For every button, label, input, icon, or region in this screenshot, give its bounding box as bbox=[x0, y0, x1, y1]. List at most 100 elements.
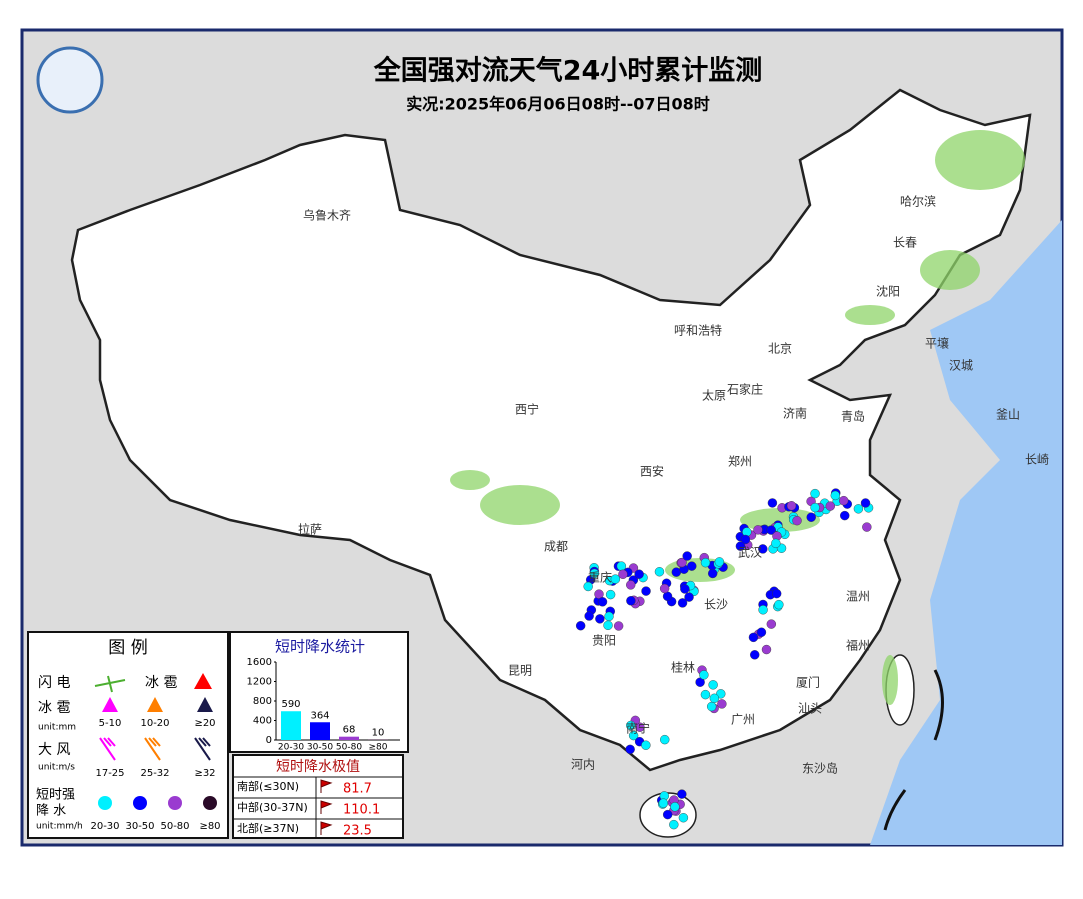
bar bbox=[281, 711, 301, 740]
rain-dot bbox=[771, 539, 780, 548]
rain-icon bbox=[203, 796, 217, 810]
rain-dot bbox=[670, 802, 679, 811]
rain-dot bbox=[642, 587, 651, 596]
rain-dot bbox=[679, 813, 688, 822]
place-label: 贵阳 bbox=[592, 634, 616, 648]
rain-dot bbox=[635, 570, 644, 579]
rain-dot bbox=[709, 680, 718, 689]
rain-icon bbox=[98, 796, 112, 810]
logo bbox=[38, 48, 102, 112]
rain-dot bbox=[660, 584, 669, 593]
value-label: 364 bbox=[310, 710, 329, 721]
place-label: 济南 bbox=[783, 406, 807, 421]
legend-text: 冰 雹 bbox=[38, 700, 70, 716]
rain-dot bbox=[677, 790, 686, 799]
place-label: 长崎 bbox=[1025, 453, 1049, 467]
bar bbox=[310, 722, 330, 740]
place-label: 温州 bbox=[846, 590, 870, 604]
lightning-area bbox=[920, 250, 980, 290]
legend-text: ≥32 bbox=[194, 768, 215, 779]
rain-dot bbox=[687, 562, 696, 571]
rain-dot bbox=[606, 590, 615, 599]
legend-text: 25-32 bbox=[140, 768, 169, 779]
place-label: 长春 bbox=[893, 236, 917, 250]
chart-title: 短时降水统计 bbox=[275, 638, 365, 656]
rain-dot bbox=[585, 612, 594, 621]
rain-dot bbox=[618, 570, 627, 579]
place-label: 河内 bbox=[571, 758, 595, 772]
rain-dot bbox=[683, 552, 692, 561]
subtitle: 实况:2025年06月06日08时--07日08时 bbox=[406, 95, 710, 114]
lightning-area bbox=[935, 130, 1025, 190]
place-label: 石家庄 bbox=[727, 382, 763, 397]
x-tick-label: 20-30 bbox=[278, 743, 304, 753]
place-label: 郑州 bbox=[728, 454, 752, 469]
rain-dot bbox=[840, 511, 849, 520]
rain-dot bbox=[787, 501, 796, 510]
lightning-area bbox=[882, 655, 898, 705]
rain-dot bbox=[715, 557, 724, 566]
rain-dot bbox=[685, 593, 694, 602]
x-tick-label: ≥80 bbox=[369, 743, 388, 753]
lightning-area bbox=[845, 305, 895, 325]
place-label: 福州 bbox=[846, 638, 870, 653]
place-label: 汉城 bbox=[949, 359, 973, 373]
place-label: 平壤 bbox=[925, 336, 949, 351]
place-label: 东沙岛 bbox=[802, 761, 838, 776]
legend-text: 50-80 bbox=[160, 821, 189, 832]
rain-dot bbox=[626, 596, 635, 605]
place-label: 沈阳 bbox=[876, 284, 900, 299]
place-label: 呼和浩特 bbox=[674, 323, 722, 338]
rain-dot bbox=[701, 690, 710, 699]
legend-text: 5-10 bbox=[99, 718, 122, 729]
place-label: 青岛 bbox=[841, 409, 865, 424]
legend-text: 30-50 bbox=[125, 821, 154, 832]
rain-dot bbox=[811, 503, 820, 512]
lightning-area bbox=[480, 485, 560, 525]
place-label: 武汉 bbox=[738, 546, 762, 560]
place-label: 拉萨 bbox=[298, 522, 322, 537]
rain-dot bbox=[707, 702, 716, 711]
y-tick-label: 800 bbox=[253, 696, 272, 707]
x-tick-label: 50-80 bbox=[336, 743, 362, 753]
y-tick-label: 1600 bbox=[247, 657, 272, 668]
rain-icon bbox=[168, 796, 182, 810]
rain-dot bbox=[861, 498, 870, 507]
region: 南部(≤30N) bbox=[237, 779, 299, 793]
rain-dot bbox=[807, 513, 816, 522]
rain-dot bbox=[626, 745, 635, 754]
place-label: 厦门 bbox=[796, 675, 820, 690]
rain-dot bbox=[862, 523, 871, 532]
region: 北部(≥37N) bbox=[237, 821, 299, 835]
rain-icon bbox=[133, 796, 147, 810]
legend-text: 大 风 bbox=[38, 742, 70, 758]
rain-dot bbox=[854, 504, 863, 513]
place-label: 西安 bbox=[640, 464, 664, 479]
place-label: 西宁 bbox=[515, 402, 539, 417]
rain-dot bbox=[757, 628, 766, 637]
place-label: 釜山 bbox=[996, 407, 1020, 422]
rain-dot bbox=[641, 741, 650, 750]
extreme-value: 81.7 bbox=[343, 782, 372, 797]
place-label: 重庆 bbox=[588, 571, 612, 585]
legend-text: ≥20 bbox=[194, 718, 215, 729]
legend-text: 10-20 bbox=[140, 718, 169, 729]
place-label: 长沙 bbox=[704, 598, 728, 612]
rain-dot bbox=[831, 491, 840, 500]
lightning-area bbox=[450, 470, 490, 490]
rain-dot bbox=[699, 670, 708, 679]
legend-text: unit:m/s bbox=[38, 763, 75, 773]
rain-dot bbox=[772, 589, 781, 598]
rain-dot bbox=[617, 562, 626, 571]
value-label: 590 bbox=[281, 699, 300, 710]
legend-text: 图 例 bbox=[108, 638, 147, 658]
legend-text: 冰 雹 bbox=[145, 675, 177, 691]
rain-dot bbox=[750, 650, 759, 659]
place-label: 桂林 bbox=[671, 660, 695, 675]
legend-text: 降 水 bbox=[36, 804, 66, 819]
legend-text: 短时强 bbox=[36, 788, 75, 803]
value-label: 10 bbox=[372, 728, 385, 739]
extreme-value: 23.5 bbox=[343, 824, 372, 839]
